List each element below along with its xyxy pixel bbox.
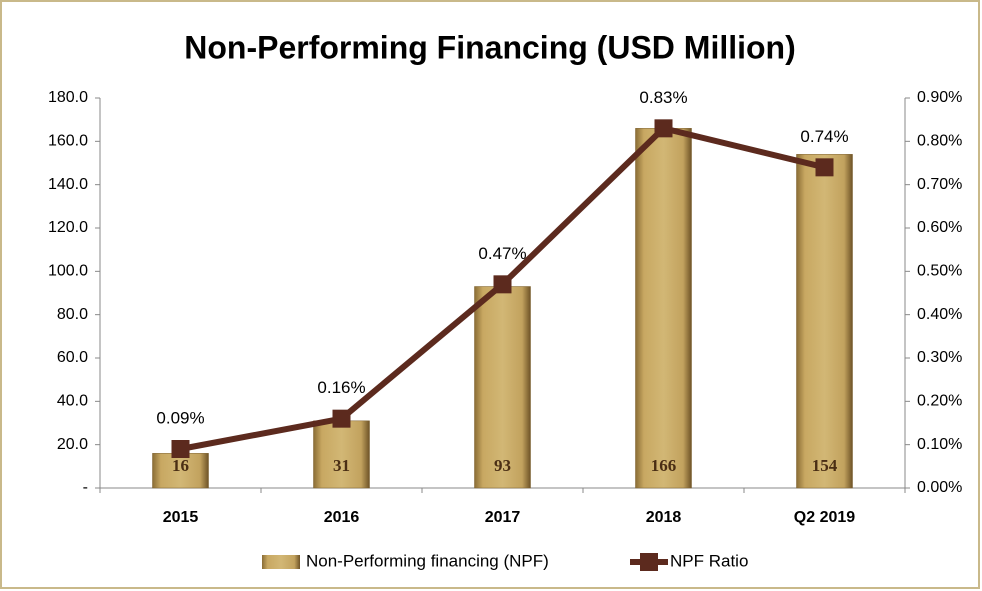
y2-tick-label: 0.40%: [917, 306, 962, 323]
y-tick-label: 20.0: [57, 436, 88, 453]
x-tick-label: 2015: [163, 509, 199, 526]
bar-label: 16: [172, 456, 189, 475]
bar: [313, 420, 370, 489]
bar: [474, 286, 531, 489]
line-label: 0.74%: [800, 127, 848, 146]
y2-tick-label: 0.70%: [917, 176, 962, 193]
legend-swatch: [262, 555, 300, 569]
y2-tick-label: 0.90%: [917, 89, 962, 106]
y2-tick-label: 0.10%: [917, 436, 962, 453]
y2-tick-label: 0.20%: [917, 393, 962, 410]
line-label: 0.83%: [639, 88, 687, 107]
line-label: 0.47%: [478, 244, 526, 263]
y-tick-label: 100.0: [48, 263, 88, 280]
x-tick-label: Q2 2019: [794, 509, 855, 526]
y2-tick-label: 0.30%: [917, 349, 962, 366]
legend-label: Non-Performing financing (NPF): [306, 551, 549, 570]
line-marker: [493, 275, 512, 294]
bar-label: 166: [651, 456, 677, 475]
x-tick-label: 2018: [646, 509, 682, 526]
bar: [152, 453, 209, 489]
y-tick-label: 40.0: [57, 393, 88, 410]
line-label: 0.16%: [317, 378, 365, 397]
y2-tick-label: 0.50%: [917, 263, 962, 280]
y-tick-label: 180.0: [48, 89, 88, 106]
x-tick-label: 2016: [324, 509, 360, 526]
y-tick-label: 60.0: [57, 349, 88, 366]
y2-tick-label: 0.00%: [917, 479, 962, 496]
line-label: 0.09%: [156, 408, 204, 427]
bar-label: 31: [333, 456, 350, 475]
x-tick-label: 2017: [485, 509, 521, 526]
line-marker: [332, 409, 351, 428]
chart-title: Non-Performing Financing (USD Million): [184, 29, 796, 65]
bar: [635, 128, 692, 489]
line-marker: [815, 158, 834, 177]
legend-swatch: [640, 553, 658, 571]
legend-label: NPF Ratio: [670, 551, 748, 570]
bar: [796, 154, 853, 489]
y-tick-label: 140.0: [48, 176, 88, 193]
y-tick-label: -: [83, 479, 88, 496]
bar-label: 154: [812, 456, 838, 475]
y-tick-label: 160.0: [48, 133, 88, 150]
y-tick-label: 80.0: [57, 306, 88, 323]
y2-tick-label: 0.60%: [917, 219, 962, 236]
line-marker: [171, 440, 190, 458]
y-tick-label: 120.0: [48, 219, 88, 236]
bar-label: 93: [494, 456, 511, 475]
line-marker: [654, 119, 673, 138]
y2-tick-label: 0.80%: [917, 133, 962, 150]
